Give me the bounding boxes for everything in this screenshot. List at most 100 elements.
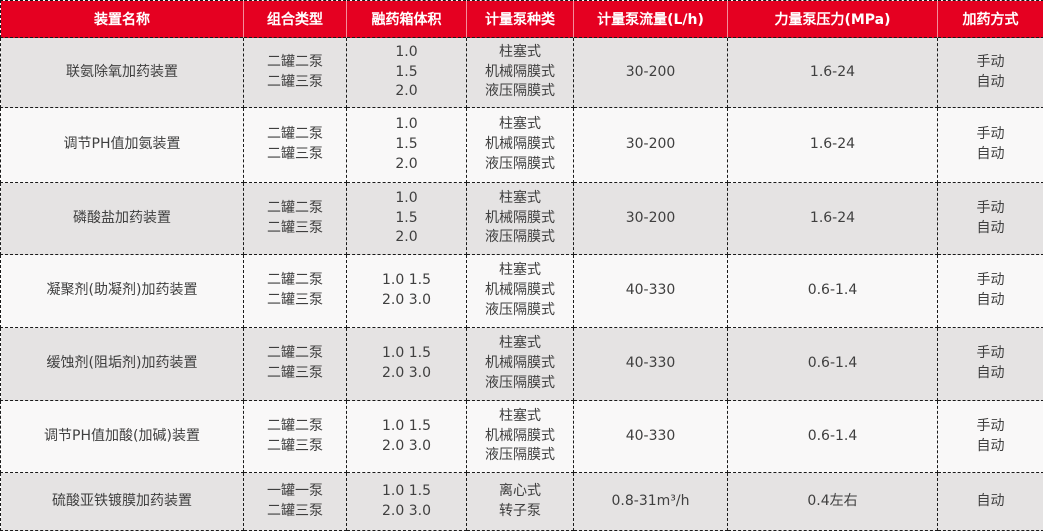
cell-line: 一罐一泵 — [248, 482, 342, 502]
cell-line: 二罐三泵 — [248, 145, 342, 165]
cell-line: 液压隔膜式 — [471, 374, 569, 394]
cell-line: 自动 — [942, 219, 1039, 239]
cell-line: 40-330 — [578, 354, 723, 374]
pump-flow-cell: 0.8-31m³/h — [574, 473, 728, 531]
cell-line: 1.6-24 — [732, 63, 933, 83]
combination-type-cell: 二罐二泵二罐三泵 — [244, 401, 347, 473]
cell-line: 机械隔膜式 — [471, 209, 569, 229]
cell-line: 二罐三泵 — [248, 364, 342, 384]
device-name-cell: 联氨除氧加药装置 — [1, 38, 244, 108]
pump-flow-cell: 30-200 — [574, 38, 728, 108]
cell-line: 柱塞式 — [471, 407, 569, 427]
cell-line: 30-200 — [578, 209, 723, 229]
cell-line: 转子泵 — [471, 502, 569, 522]
cell-line: 液压隔膜式 — [471, 155, 569, 175]
cell-line: 缓蚀剂(阻垢剂)加药装置 — [5, 354, 239, 374]
cell-line: 调节PH值加氨装置 — [5, 135, 239, 155]
combination-type-cell: 二罐二泵二罐三泵 — [244, 255, 347, 328]
cell-line: 自动 — [942, 73, 1039, 93]
cell-line: 机械隔膜式 — [471, 354, 569, 374]
cell-line: 手动 — [942, 344, 1039, 364]
cell-line: 柱塞式 — [471, 43, 569, 63]
cell-line: 0.6-1.4 — [732, 354, 933, 374]
cell-line: 2.0 — [351, 228, 462, 248]
cell-line: 2.0 3.0 — [351, 437, 462, 457]
cell-line: 机械隔膜式 — [471, 281, 569, 301]
cell-line: 机械隔膜式 — [471, 135, 569, 155]
pump-flow-cell: 30-200 — [574, 183, 728, 255]
cell-line: 2.0 — [351, 155, 462, 175]
cell-line: 手动 — [942, 125, 1039, 145]
dosing-mode-cell: 手动自动 — [938, 401, 1043, 473]
cell-line: 二罐二泵 — [248, 53, 342, 73]
pump-flow-cell: 40-330 — [574, 328, 728, 401]
cell-line: 2.0 — [351, 82, 462, 102]
cell-line: 0.6-1.4 — [732, 281, 933, 301]
cell-line: 机械隔膜式 — [471, 63, 569, 83]
cell-line: 二罐二泵 — [248, 125, 342, 145]
cell-line: 二罐三泵 — [248, 437, 342, 457]
cell-line: 0.4左右 — [732, 492, 933, 512]
cell-line: 二罐二泵 — [248, 417, 342, 437]
cell-line: 1.0 1.5 — [351, 271, 462, 291]
pump-type-cell: 柱塞式机械隔膜式液压隔膜式 — [467, 183, 574, 255]
cell-line: 二罐三泵 — [248, 502, 342, 522]
header-pump-pressure: 力量泵压力(MPa) — [728, 1, 938, 38]
cell-line: 二罐二泵 — [248, 199, 342, 219]
pump-pressure-cell: 0.6-1.4 — [728, 255, 938, 328]
cell-line: 液压隔膜式 — [471, 446, 569, 466]
cell-line: 硫酸亚铁镀膜加药装置 — [5, 492, 239, 512]
pump-pressure-cell: 0.6-1.4 — [728, 328, 938, 401]
cell-line: 二罐二泵 — [248, 271, 342, 291]
cell-line: 自动 — [942, 291, 1039, 311]
header-tank-volume: 融药箱体积 — [347, 1, 467, 38]
pump-type-cell: 柱塞式机械隔膜式液压隔膜式 — [467, 38, 574, 108]
cell-line: 0.8-31m³/h — [578, 492, 723, 512]
pump-flow-cell: 40-330 — [574, 401, 728, 473]
header-row: 装置名称 组合类型 融药箱体积 计量泵种类 计量泵流量(L/h) 力量泵压力(M… — [1, 1, 1043, 38]
pump-pressure-cell: 1.6-24 — [728, 38, 938, 108]
cell-line: 1.0 1.5 — [351, 482, 462, 502]
pump-type-cell: 柱塞式机械隔膜式液压隔膜式 — [467, 108, 574, 183]
cell-line: 机械隔膜式 — [471, 427, 569, 447]
header-device-name: 装置名称 — [1, 1, 244, 38]
combination-type-cell: 一罐一泵二罐三泵 — [244, 473, 347, 531]
dosing-mode-cell: 手动自动 — [938, 38, 1043, 108]
cell-line: 二罐三泵 — [248, 219, 342, 239]
pump-flow-cell: 30-200 — [574, 108, 728, 183]
device-name-cell: 凝聚剂(助凝剂)加药装置 — [1, 255, 244, 328]
dosing-mode-cell: 手动自动 — [938, 255, 1043, 328]
header-pump-type: 计量泵种类 — [467, 1, 574, 38]
device-name-cell: 硫酸亚铁镀膜加药装置 — [1, 473, 244, 531]
cell-line: 联氨除氧加药装置 — [5, 63, 239, 83]
cell-line: 30-200 — [578, 63, 723, 83]
pump-type-cell: 柱塞式机械隔膜式液压隔膜式 — [467, 328, 574, 401]
cell-line: 1.5 — [351, 135, 462, 155]
pump-pressure-cell: 0.6-1.4 — [728, 401, 938, 473]
header-pump-flow: 计量泵流量(L/h) — [574, 1, 728, 38]
cell-line: 调节PH值加酸(加碱)装置 — [5, 427, 239, 447]
cell-line: 1.5 — [351, 209, 462, 229]
cell-line: 二罐三泵 — [248, 73, 342, 93]
cell-line: 1.5 — [351, 63, 462, 83]
combination-type-cell: 二罐二泵二罐三泵 — [244, 38, 347, 108]
cell-line: 柱塞式 — [471, 261, 569, 281]
pump-type-cell: 柱塞式机械隔膜式液压隔膜式 — [467, 401, 574, 473]
cell-line: 自动 — [942, 492, 1039, 512]
dosing-mode-cell: 手动自动 — [938, 108, 1043, 183]
pump-pressure-cell: 0.4左右 — [728, 473, 938, 531]
cell-line: 自动 — [942, 364, 1039, 384]
cell-line: 1.0 1.5 — [351, 417, 462, 437]
